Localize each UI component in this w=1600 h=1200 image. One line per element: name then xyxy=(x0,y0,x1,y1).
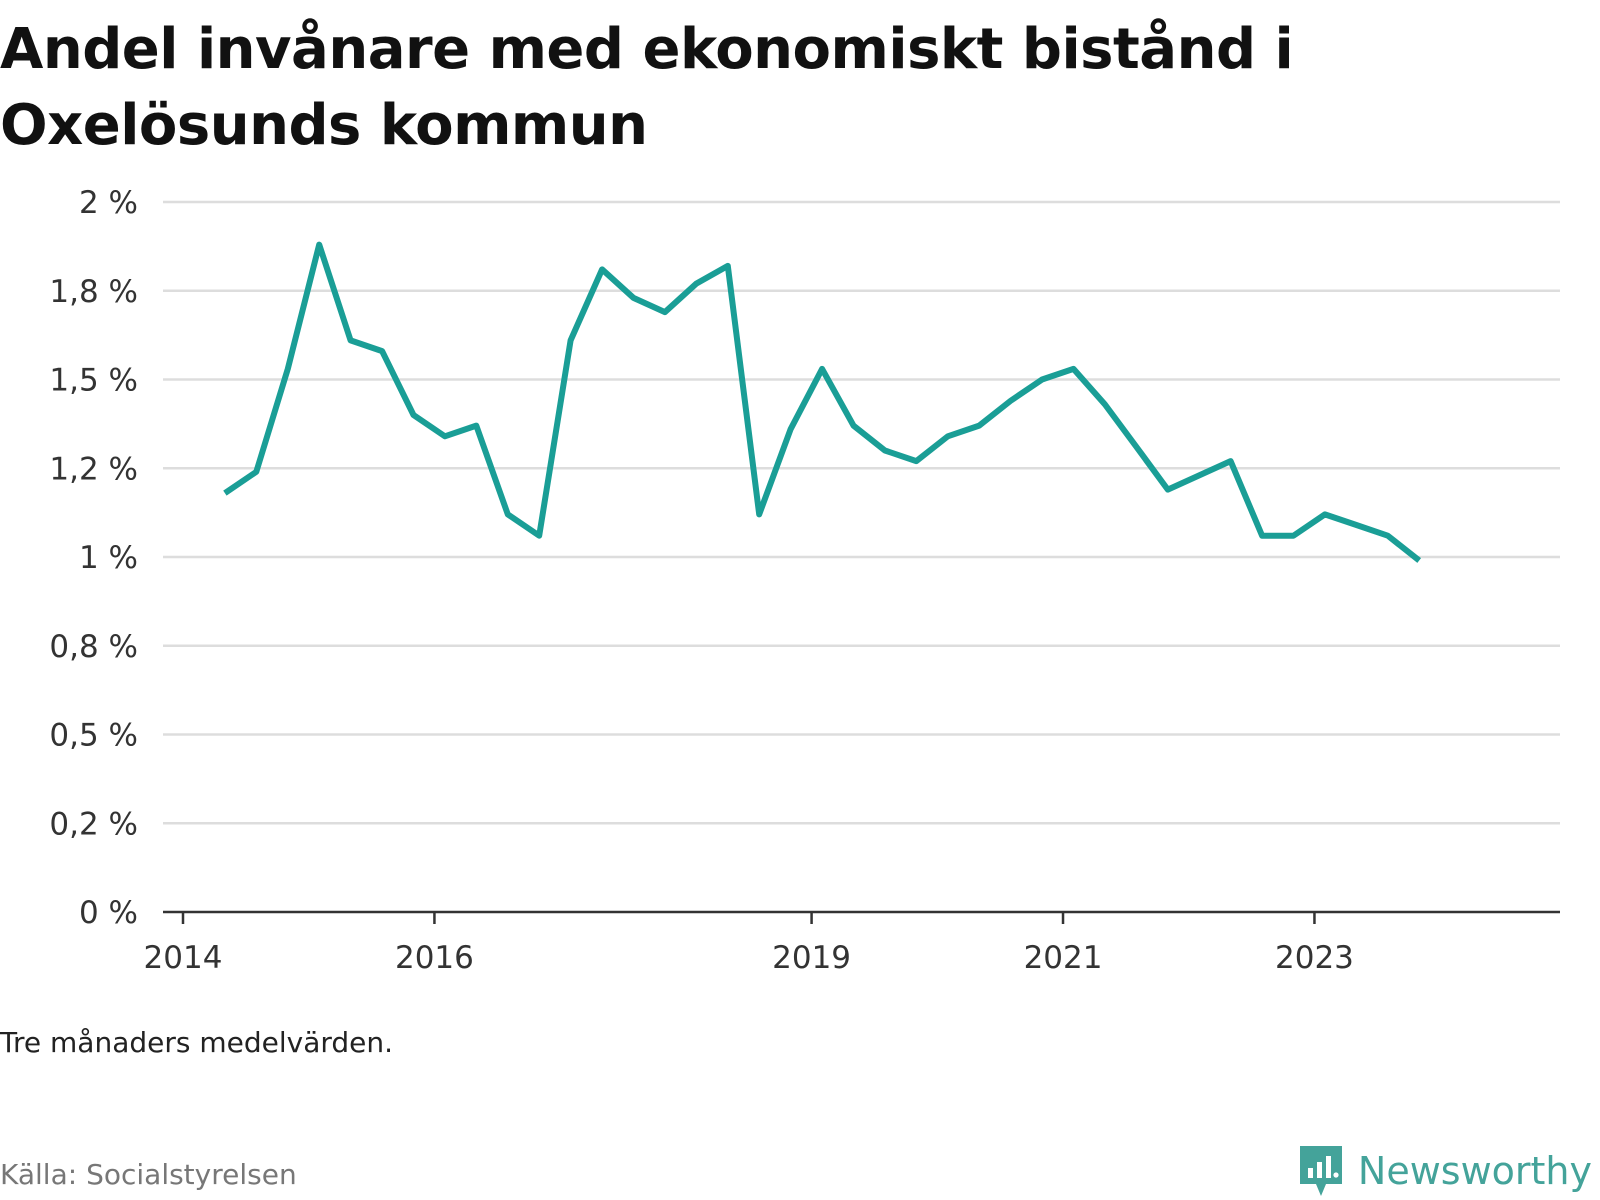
y-tick-label: 2 % xyxy=(79,185,138,221)
y-tick-label: 1 % xyxy=(79,540,138,576)
y-tick-label: 1,2 % xyxy=(49,451,138,487)
x-tick-label: 2016 xyxy=(395,940,474,976)
y-tick-label: 0,2 % xyxy=(49,806,138,842)
brand-name: Newsworthy xyxy=(1357,1149,1592,1193)
y-tick-label: 1,5 % xyxy=(49,363,138,399)
x-tick-label: 2014 xyxy=(144,940,223,976)
x-axis-ticks xyxy=(181,912,1316,924)
chart-note: Tre månaders medelvärden. xyxy=(0,1026,394,1059)
y-tick-label: 1,8 % xyxy=(49,274,138,310)
y-tick-label: 0 % xyxy=(79,895,138,931)
x-tick-label: 2023 xyxy=(1275,940,1354,976)
y-tick-label: 0,5 % xyxy=(49,718,138,754)
source-credit: Källa: Socialstyrelsen xyxy=(0,1158,297,1191)
y-axis-labels: 0 % 0,2 % 0,5 % 0,8 % 1 % 1,2 % 1,5 % 1,8 % 2 % xyxy=(49,185,138,931)
y-tick-label: 0,8 % xyxy=(49,629,138,665)
newsworthy-logo[interactable]: Newsworthy xyxy=(1296,1142,1592,1200)
line-chart: 0 %0,2 %0,5 %0,8 %1 %1,2 %1,5 %1,8 %2 % … xyxy=(49,185,1560,976)
x-tick-label: 2021 xyxy=(1024,940,1103,976)
x-tick-label: 2019 xyxy=(772,940,851,976)
series-line xyxy=(223,241,1422,563)
chart-title: Andel invånare med ekonomiskt bistånd i … xyxy=(0,17,1294,158)
x-axis-labels: 2014 2016 2019 2021 2023 xyxy=(144,940,1354,976)
newsworthy-logo-icon xyxy=(1299,1146,1342,1196)
grid-lines xyxy=(163,200,1560,825)
